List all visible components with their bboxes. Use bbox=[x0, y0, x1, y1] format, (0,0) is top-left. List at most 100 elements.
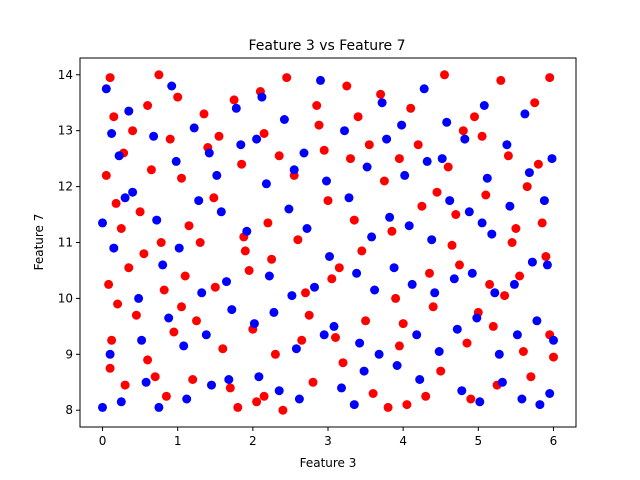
data-point-0-103 bbox=[458, 126, 468, 136]
x-tick-label-4: 4 bbox=[399, 434, 407, 448]
data-point-1-4 bbox=[114, 151, 124, 161]
data-point-0-56 bbox=[331, 333, 340, 342]
data-point-1-102 bbox=[535, 400, 545, 410]
data-point-0-72 bbox=[417, 201, 427, 211]
data-point-0-68 bbox=[394, 341, 404, 351]
x-tick-label-2: 2 bbox=[249, 434, 257, 448]
data-point-1-44 bbox=[294, 394, 304, 404]
data-point-1-40 bbox=[279, 115, 289, 124]
data-point-1-19 bbox=[179, 341, 189, 351]
data-point-0-27 bbox=[188, 375, 198, 384]
data-point-1-7 bbox=[124, 106, 134, 116]
data-point-1-65 bbox=[389, 263, 399, 273]
data-point-0-43 bbox=[267, 254, 277, 264]
data-point-0-62 bbox=[361, 316, 371, 326]
data-point-0-78 bbox=[451, 210, 461, 219]
data-point-0-73 bbox=[425, 268, 434, 278]
data-point-1-58 bbox=[362, 162, 372, 172]
data-point-0-3 bbox=[104, 279, 114, 289]
data-point-1-98 bbox=[520, 109, 530, 119]
data-point-0-2 bbox=[111, 198, 121, 208]
data-point-1-60 bbox=[370, 285, 380, 295]
data-point-1-45 bbox=[299, 148, 309, 158]
data-point-0-25 bbox=[180, 271, 190, 281]
data-point-1-114 bbox=[397, 120, 407, 130]
data-point-1-10 bbox=[137, 335, 147, 345]
x-tick-label-1: 1 bbox=[174, 434, 182, 448]
x-axis-ticks: 0 1 2 3 4 5 6 bbox=[99, 427, 557, 448]
data-point-1-27 bbox=[216, 207, 226, 217]
data-point-1-76 bbox=[434, 347, 444, 356]
data-point-0-11 bbox=[135, 207, 145, 217]
y-tick-label-4: 12 bbox=[58, 180, 73, 194]
data-point-1-12 bbox=[149, 131, 159, 141]
data-point-0-108 bbox=[312, 101, 322, 110]
data-point-1-80 bbox=[452, 324, 462, 334]
data-point-0-31 bbox=[210, 282, 220, 292]
data-point-0-37 bbox=[244, 266, 254, 275]
data-point-1-67 bbox=[400, 170, 410, 180]
data-point-0-51 bbox=[308, 377, 318, 387]
data-point-0-49 bbox=[301, 288, 310, 298]
data-point-1-119 bbox=[289, 165, 299, 175]
data-point-1-38 bbox=[269, 307, 279, 317]
data-point-0-20 bbox=[169, 327, 179, 337]
data-point-0-115 bbox=[116, 224, 126, 233]
data-point-1-63 bbox=[382, 134, 392, 144]
y-tick-label-5: 13 bbox=[58, 124, 73, 138]
data-point-1-17 bbox=[171, 156, 181, 166]
data-point-1-35 bbox=[257, 92, 267, 102]
data-point-0-81 bbox=[466, 394, 476, 404]
data-point-0-75 bbox=[436, 366, 446, 376]
data-point-0-15 bbox=[150, 372, 160, 382]
data-point-0-92 bbox=[518, 347, 528, 356]
y-tick-label-6: 14 bbox=[58, 68, 73, 82]
data-point-0-101 bbox=[522, 182, 532, 192]
data-point-0-97 bbox=[541, 252, 551, 261]
data-point-1-116 bbox=[477, 218, 487, 228]
data-point-1-81 bbox=[457, 386, 467, 396]
data-point-1-16 bbox=[167, 81, 177, 91]
data-point-1-71 bbox=[415, 375, 425, 384]
data-point-1-20 bbox=[182, 394, 192, 404]
data-point-0-109 bbox=[274, 151, 284, 161]
data-point-0-24 bbox=[184, 221, 194, 231]
data-point-1-97 bbox=[517, 394, 527, 404]
data-point-1-118 bbox=[107, 129, 117, 138]
data-point-0-41 bbox=[259, 129, 269, 138]
data-point-0-54 bbox=[323, 196, 333, 206]
data-point-1-82 bbox=[460, 134, 470, 144]
data-point-1-73 bbox=[422, 156, 432, 166]
data-point-1-57 bbox=[359, 366, 369, 376]
data-point-0-9 bbox=[109, 112, 119, 122]
data-point-1-100 bbox=[527, 257, 537, 267]
data-point-1-117 bbox=[224, 375, 234, 384]
data-point-0-63 bbox=[368, 389, 378, 398]
data-point-0-48 bbox=[293, 235, 303, 245]
data-point-0-1 bbox=[101, 170, 111, 180]
data-point-1-52 bbox=[337, 383, 346, 393]
data-point-1-0 bbox=[101, 84, 111, 94]
data-point-0-55 bbox=[327, 274, 337, 284]
data-point-1-93 bbox=[502, 140, 512, 150]
data-point-1-64 bbox=[385, 212, 395, 222]
data-point-0-125 bbox=[447, 240, 457, 250]
y-tick-label-1: 9 bbox=[65, 347, 73, 361]
data-point-0-122 bbox=[165, 134, 175, 144]
data-point-1-85 bbox=[472, 313, 482, 323]
data-point-0-35 bbox=[237, 159, 247, 169]
data-point-0-93 bbox=[526, 372, 536, 382]
data-point-0-117 bbox=[259, 391, 269, 401]
data-point-1-83 bbox=[464, 207, 474, 217]
data-point-0-53 bbox=[319, 145, 329, 155]
data-point-0-12 bbox=[139, 249, 149, 259]
data-point-1-113 bbox=[349, 400, 359, 410]
data-point-1-106 bbox=[549, 335, 558, 345]
data-point-0-64 bbox=[376, 89, 386, 99]
data-point-0-80 bbox=[462, 338, 472, 348]
data-point-0-99 bbox=[549, 352, 558, 362]
series-0 bbox=[101, 70, 558, 415]
data-point-1-39 bbox=[274, 386, 284, 396]
data-point-1-29 bbox=[227, 305, 237, 315]
data-point-0-74 bbox=[428, 302, 438, 312]
